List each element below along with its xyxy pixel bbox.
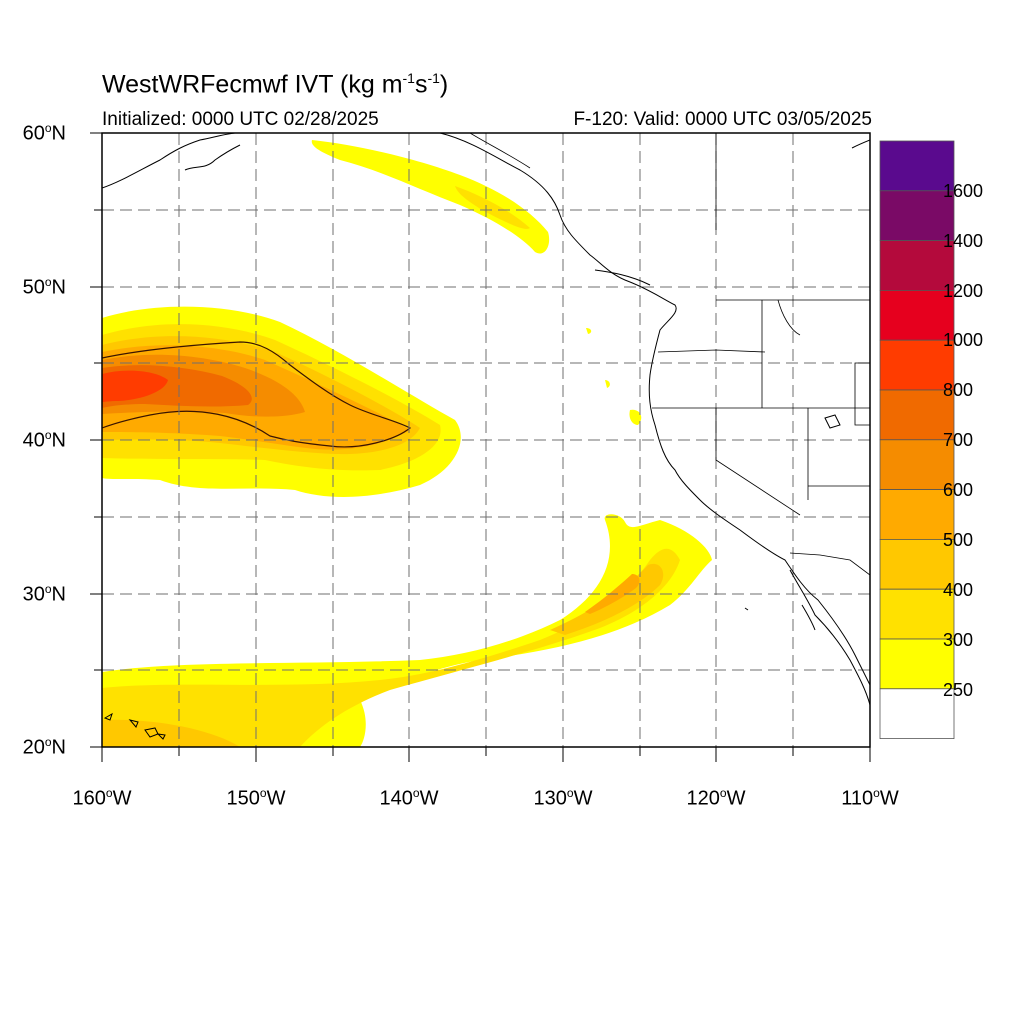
subtropical-moisture-plume (102, 514, 712, 747)
colorbar-label: 1600 (943, 181, 984, 201)
colorbar-label: 700 (943, 430, 974, 450)
colorbar-label: 500 (943, 530, 974, 550)
colorbar-label: 400 (943, 580, 974, 600)
map-title: WestWRFecmwf IVT (kg m-1s-1) (102, 70, 448, 99)
units-mid: s (414, 70, 428, 99)
colorbar-swatch (879, 439, 955, 490)
lon-label-140w: 140oW (379, 786, 439, 810)
lon-label-150w: 150oW (226, 786, 286, 810)
colorbar-swatch (879, 588, 955, 640)
units-suffix: ) (439, 70, 449, 99)
colorbar-swatch (879, 389, 955, 441)
coastlines (102, 133, 870, 740)
initialized-time: Initialized: 0000 UTC 02/28/2025 (102, 109, 379, 130)
valid-time: F-120: Valid: 0000 UTC 03/05/2025 (573, 109, 872, 130)
ivt-field (102, 140, 712, 747)
axis-ticks (90, 132, 871, 762)
colorbar-swatch (879, 638, 955, 690)
lat-label-30: 30oN (22, 582, 66, 606)
colorbar-label: 250 (943, 680, 974, 700)
colorbar-label: 600 (943, 480, 974, 500)
lat-label-20: 20oN (22, 735, 66, 759)
colorbar-label: 800 (943, 380, 974, 400)
colorbar-swatch (879, 688, 955, 739)
colorbar-swatch (879, 190, 955, 242)
lon-label-130w: 130oW (533, 786, 593, 810)
colorbar-label: 300 (943, 630, 974, 650)
colorbar-label: 1200 (943, 281, 984, 301)
colorbar-swatch (879, 339, 955, 391)
lat-label-50: 50oN (22, 275, 66, 299)
colorbar-label: 1400 (943, 231, 984, 251)
lon-label-110w: 110oW (841, 786, 899, 810)
variable-name: IVT (294, 70, 334, 99)
lon-label-160w: 160oW (72, 786, 132, 810)
units-exp2: -1 (427, 70, 440, 86)
ivt-colorbar (879, 140, 955, 739)
lat-label-60: 60oN (22, 121, 66, 145)
lon-label-120w: 120oW (686, 786, 746, 810)
colorbar-swatch (879, 240, 955, 291)
colorbar-swatch (879, 489, 955, 540)
lat-label-40: 40oN (22, 428, 66, 452)
state-borders (469, 133, 870, 576)
colorbar-swatch (879, 140, 955, 192)
units-exp1: -1 (402, 70, 415, 86)
northern-atmospheric-river (102, 306, 461, 497)
gulf-of-alaska-band (311, 140, 642, 425)
model-name: WestWRFecmwf (102, 70, 288, 99)
colorbar-swatch (879, 289, 955, 341)
colorbar-label: 1000 (943, 330, 984, 350)
units-prefix: (kg m (340, 70, 403, 99)
colorbar-swatch (879, 539, 955, 590)
